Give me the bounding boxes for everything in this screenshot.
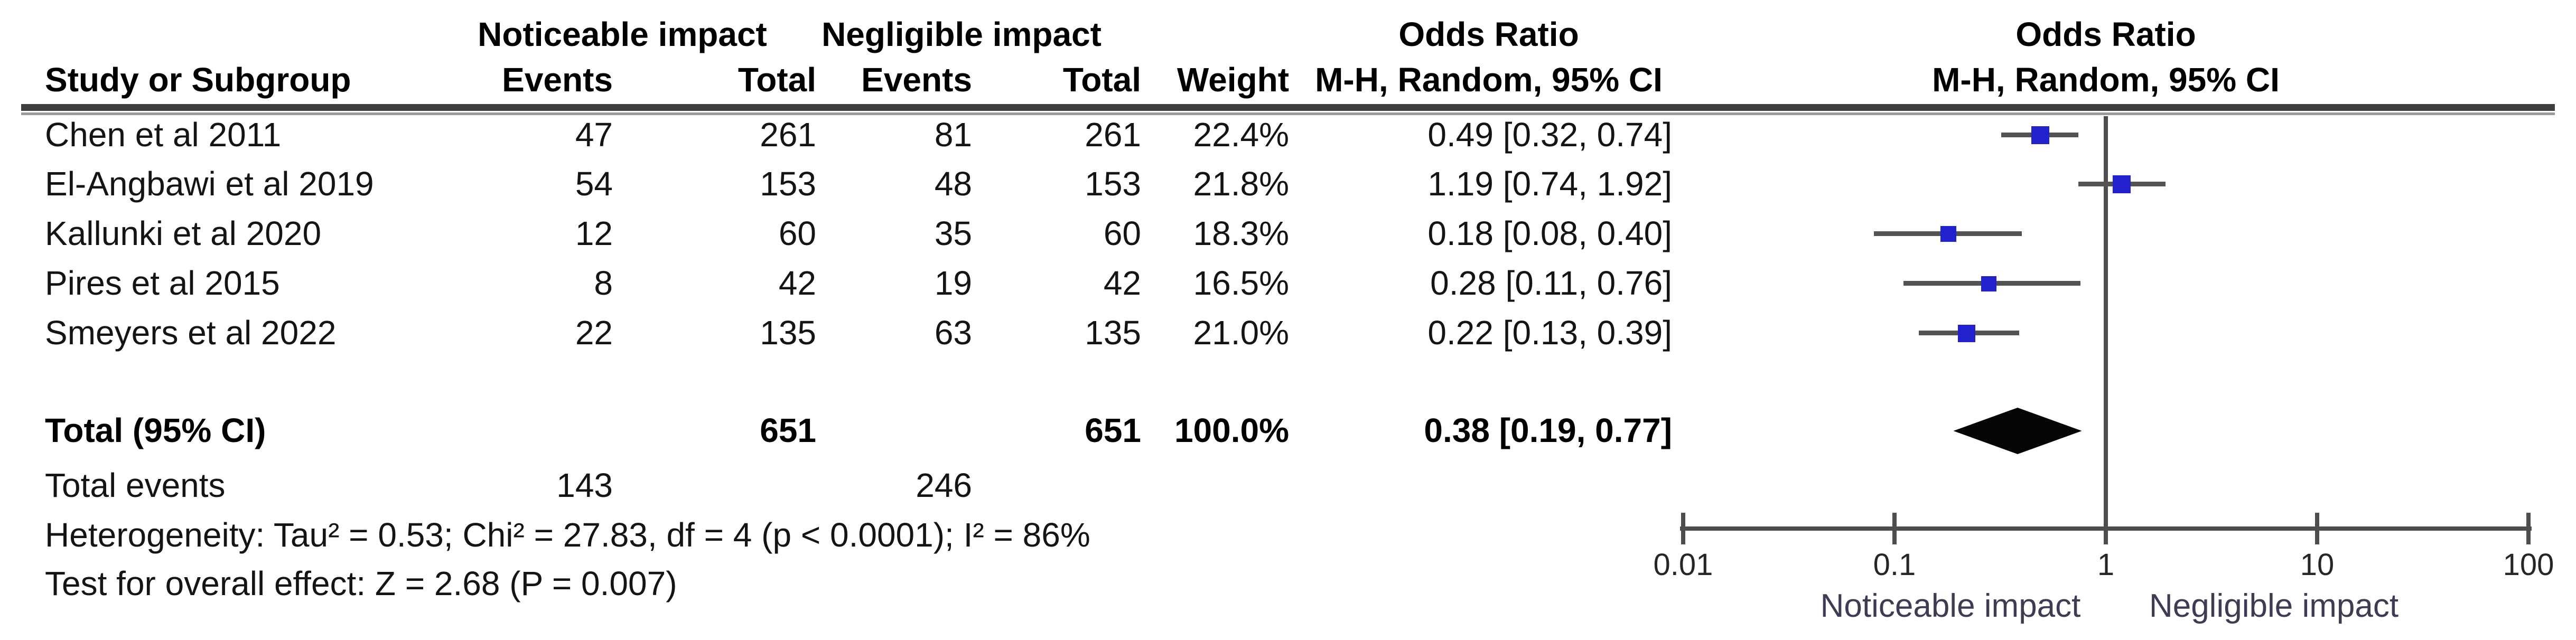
axis-label-left: Noticeable impact — [1820, 588, 2081, 624]
events2-cell: 48 — [934, 165, 972, 203]
total2-cell: 42 — [1103, 264, 1141, 302]
axis-tick-label: 1 — [2097, 548, 2115, 582]
overall-effect-test: Test for overall effect: Z = 2.68 (P = 0… — [45, 564, 677, 603]
group-header-negligible: Negligible impact — [822, 15, 1102, 53]
axis-tick — [2315, 513, 2319, 544]
study-marker — [2113, 175, 2131, 193]
total-row-label: Total (95% CI) — [45, 411, 266, 449]
study-name: Kallunki et al 2020 — [45, 214, 322, 252]
total2-cell: 60 — [1103, 214, 1141, 252]
events1-cell: 54 — [575, 165, 613, 203]
events2-cell: 35 — [934, 214, 972, 252]
total1-cell: 42 — [778, 264, 816, 302]
study-name: Chen et al 2011 — [45, 116, 282, 154]
total1-cell: 153 — [760, 165, 816, 203]
total1-cell: 60 — [778, 214, 816, 252]
or-ci-cell: 1.19 [0.74, 1.92] — [1427, 165, 1672, 203]
total-row-or-ci: 0.38 [0.19, 0.77] — [1424, 411, 1672, 449]
study-name: Smeyers et al 2022 — [45, 314, 337, 352]
events2-cell: 19 — [934, 264, 972, 302]
study-marker — [2031, 126, 2050, 144]
weight-cell: 22.4% — [1193, 116, 1289, 154]
study-marker — [1981, 276, 1997, 291]
axis-tick-label: 100 — [2503, 548, 2554, 582]
axis-tick — [2526, 513, 2531, 544]
events2-cell: 63 — [934, 314, 972, 352]
total-events-events1: 143 — [556, 466, 613, 504]
col-header-weight: Weight — [1177, 61, 1289, 99]
total2-cell: 135 — [1085, 314, 1141, 352]
total-row-total1: 651 — [760, 411, 816, 449]
col-header-total2: Total — [1062, 61, 1141, 99]
weight-cell: 21.0% — [1193, 314, 1289, 352]
study-name: El-Angbawi et al 2019 — [45, 165, 374, 203]
axis-tick-label: 10 — [2300, 548, 2335, 582]
axis-tick — [1681, 513, 1685, 544]
events1-cell: 12 — [575, 214, 613, 252]
weight-cell: 21.8% — [1193, 165, 1289, 203]
or-ci-cell: 0.18 [0.08, 0.40] — [1427, 214, 1672, 252]
axis-label-right: Negligible impact — [2149, 588, 2399, 624]
total2-cell: 153 — [1085, 165, 1141, 203]
study-marker — [1958, 324, 1976, 342]
total1-cell: 261 — [760, 116, 816, 154]
total-row-weight: 100.0% — [1174, 411, 1289, 449]
axis-tick — [2104, 513, 2108, 544]
header-rule — [21, 104, 2555, 111]
total-row-total2: 651 — [1085, 411, 1141, 449]
total-events-events2: 246 — [916, 466, 972, 504]
col-header-total1: Total — [738, 61, 816, 99]
weight-cell: 18.3% — [1193, 214, 1289, 252]
col-header-or-ci: M-H, Random, 95% CI — [1315, 61, 1663, 99]
axis-tick-label: 0.01 — [1653, 548, 1713, 582]
heterogeneity-stats: Heterogeneity: Tau² = 0.53; Chi² = 27.83… — [45, 516, 1090, 554]
axis-tick-label: 0.1 — [1873, 548, 1916, 582]
study-name: Pires et al 2015 — [45, 264, 280, 302]
weight-cell: 16.5% — [1193, 264, 1289, 302]
col-header-study: Study or Subgroup — [45, 61, 351, 99]
col-header-events1: Events — [502, 61, 613, 99]
or-ci-cell: 0.22 [0.13, 0.39] — [1427, 314, 1672, 352]
events2-cell: 81 — [934, 116, 972, 154]
total-events-label: Total events — [45, 466, 226, 504]
total2-cell: 261 — [1085, 116, 1141, 154]
events1-cell: 47 — [575, 116, 613, 154]
null-line — [2104, 116, 2108, 529]
or-column-header-title: Odds Ratio — [1398, 15, 1579, 53]
or-ci-cell: 0.28 [0.11, 0.76] — [1430, 264, 1672, 302]
events1-cell: 22 — [575, 314, 613, 352]
summary-diamond — [1953, 408, 2082, 454]
events1-cell: 8 — [594, 264, 613, 302]
col-header-events2: Events — [861, 61, 972, 99]
axis-tick — [1892, 513, 1897, 544]
col-header-plot-ci: M-H, Random, 95% CI — [1932, 61, 2280, 99]
group-header-noticeable: Noticeable impact — [478, 15, 767, 53]
total1-cell: 135 — [760, 314, 816, 352]
study-marker — [1940, 226, 1957, 242]
header-rule-shadow — [21, 112, 2555, 115]
or-ci-cell: 0.49 [0.32, 0.74] — [1427, 116, 1672, 154]
plot-column-header-title: Odds Ratio — [2015, 15, 2196, 53]
